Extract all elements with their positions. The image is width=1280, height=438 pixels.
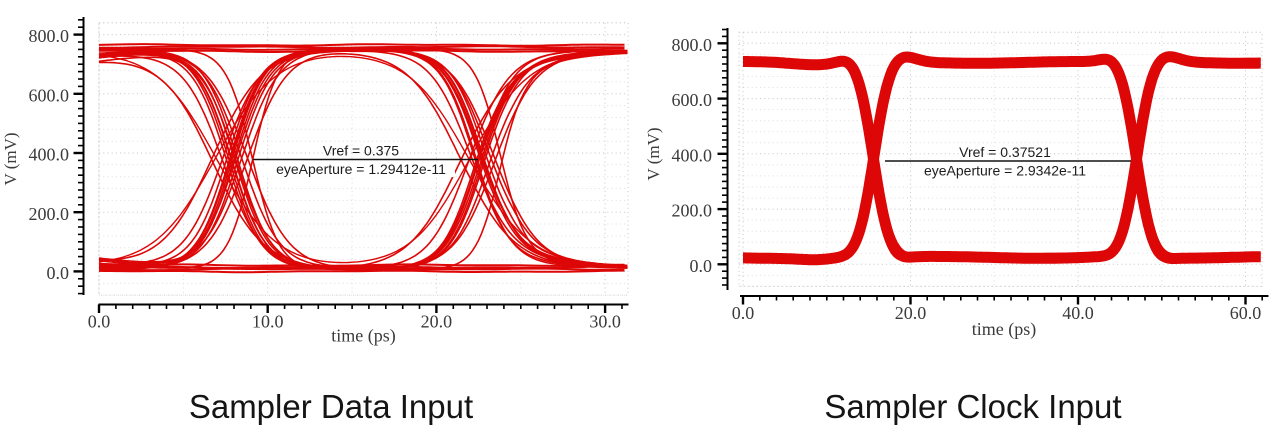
svg-text:Sampler Data Input: Sampler Data Input	[189, 388, 473, 425]
svg-text:200.0: 200.0	[672, 201, 713, 221]
svg-text:time (ps): time (ps)	[972, 319, 1037, 340]
svg-text:800.0: 800.0	[29, 26, 70, 46]
svg-text:Vref = 0.37521: Vref = 0.37521	[959, 144, 1051, 160]
svg-text:V (mV): V (mV)	[1, 132, 20, 185]
svg-text:0.0: 0.0	[88, 312, 111, 332]
svg-text:Sampler Clock Input: Sampler Clock Input	[824, 388, 1121, 425]
svg-text:20.0: 20.0	[421, 312, 453, 332]
svg-text:20.0: 20.0	[895, 303, 927, 323]
svg-text:800.0: 800.0	[672, 35, 713, 55]
svg-text:0.0: 0.0	[732, 303, 755, 323]
svg-text:600.0: 600.0	[672, 90, 713, 110]
svg-text:0.0: 0.0	[47, 263, 70, 283]
svg-text:400.0: 400.0	[29, 145, 70, 165]
svg-text:400.0: 400.0	[672, 145, 713, 165]
svg-text:eyeAperture = 1.29412e-11: eyeAperture = 1.29412e-11	[276, 161, 446, 177]
svg-text:0.0: 0.0	[690, 256, 713, 276]
svg-text:V (mV): V (mV)	[644, 127, 663, 180]
svg-text:30.0: 30.0	[589, 312, 621, 332]
svg-text:60.0: 60.0	[1230, 303, 1262, 323]
svg-text:Vref = 0.375: Vref = 0.375	[323, 143, 399, 159]
svg-text:200.0: 200.0	[29, 204, 70, 224]
svg-text:10.0: 10.0	[252, 312, 284, 332]
svg-text:time (ps): time (ps)	[331, 326, 396, 347]
svg-text:eyeAperture = 2.9342e-11: eyeAperture = 2.9342e-11	[924, 163, 1086, 179]
svg-text:600.0: 600.0	[29, 85, 70, 105]
svg-text:40.0: 40.0	[1062, 303, 1094, 323]
